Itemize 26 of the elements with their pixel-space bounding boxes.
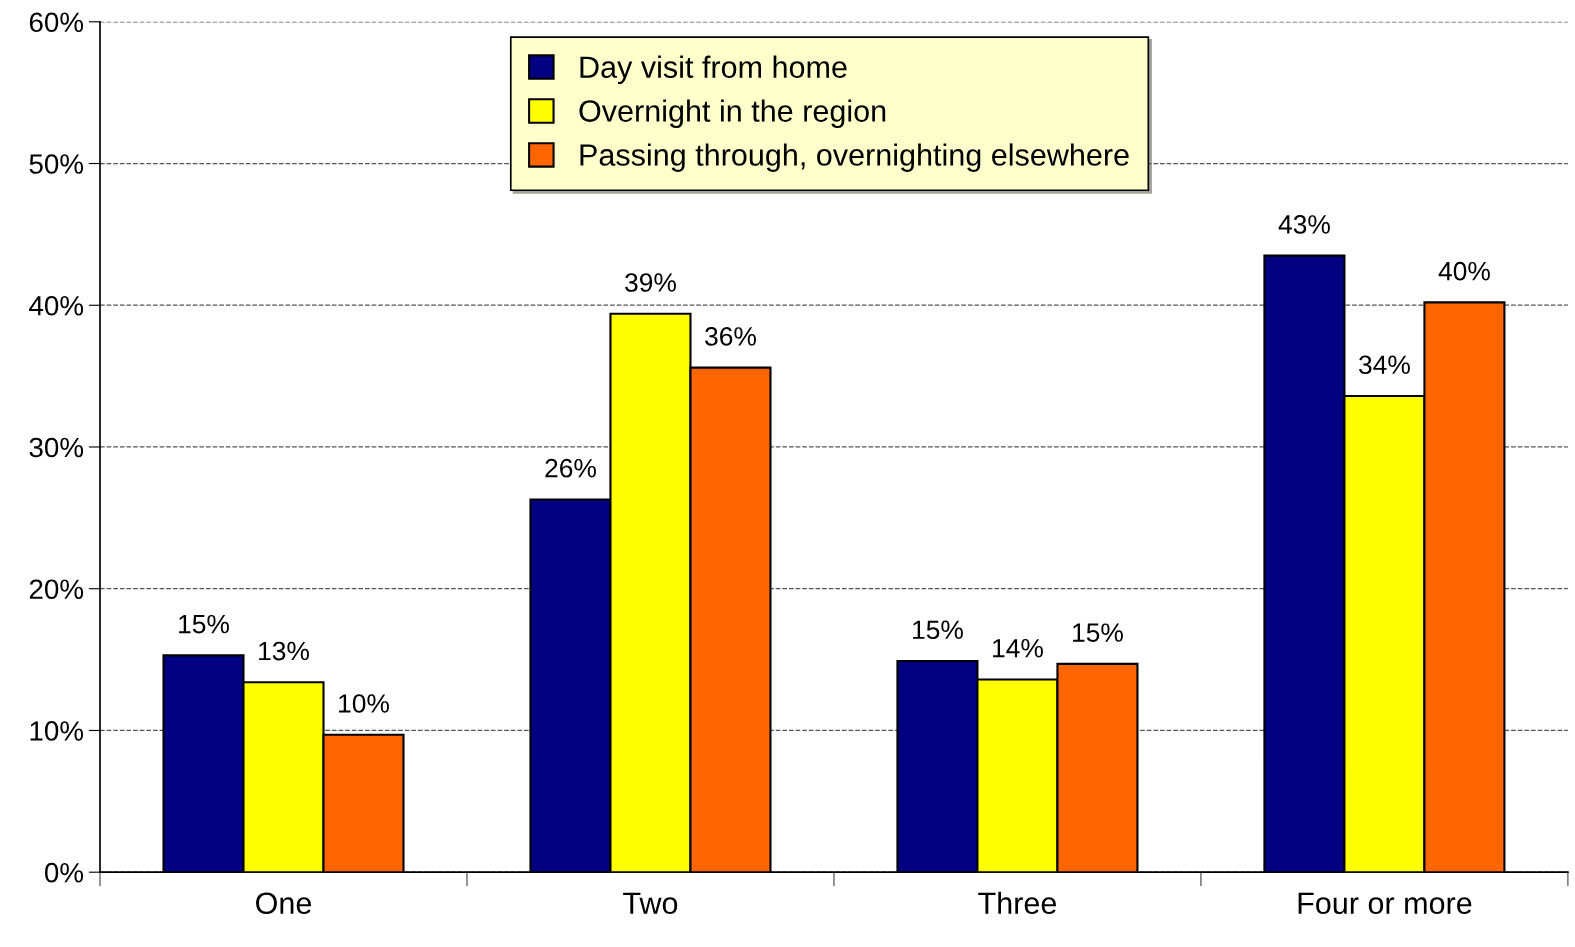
- data-label: 13%: [259, 641, 309, 661]
- data-label: 43%: [1278, 215, 1330, 234]
- x-tick-label: Four or more: [1298, 892, 1472, 915]
- data-label: 40%: [1438, 261, 1490, 281]
- x-tick-label: One: [256, 892, 312, 915]
- legend-label: Passing through, overnighting elsewhere: [580, 143, 1129, 172]
- data-label: 10%: [339, 694, 389, 713]
- data-label: 15%: [179, 614, 229, 634]
- data-label: 34%: [1359, 355, 1410, 375]
- data-label: 26%: [545, 458, 596, 478]
- y-tick-label: 20%: [29, 579, 84, 600]
- data-label: 39%: [625, 273, 676, 292]
- y-tick-label: 60%: [29, 12, 84, 33]
- x-tick-label: Two: [623, 892, 678, 915]
- data-label: 14%: [993, 638, 1043, 658]
- y-tick-label: 30%: [29, 437, 84, 458]
- x-tick-label: Three: [978, 891, 1057, 915]
- y-tick-label: 0%: [44, 862, 84, 883]
- y-tick-label: 40%: [29, 295, 84, 316]
- legend-label: Overnight in the region: [579, 99, 886, 128]
- data-label: 36%: [705, 327, 756, 346]
- legend-label: Day visit from home: [580, 55, 847, 85]
- data-label: 15%: [913, 620, 963, 640]
- data-label: 15%: [1073, 623, 1123, 642]
- y-tick-label: 50%: [29, 154, 84, 174]
- y-tick-label: 10%: [30, 721, 84, 741]
